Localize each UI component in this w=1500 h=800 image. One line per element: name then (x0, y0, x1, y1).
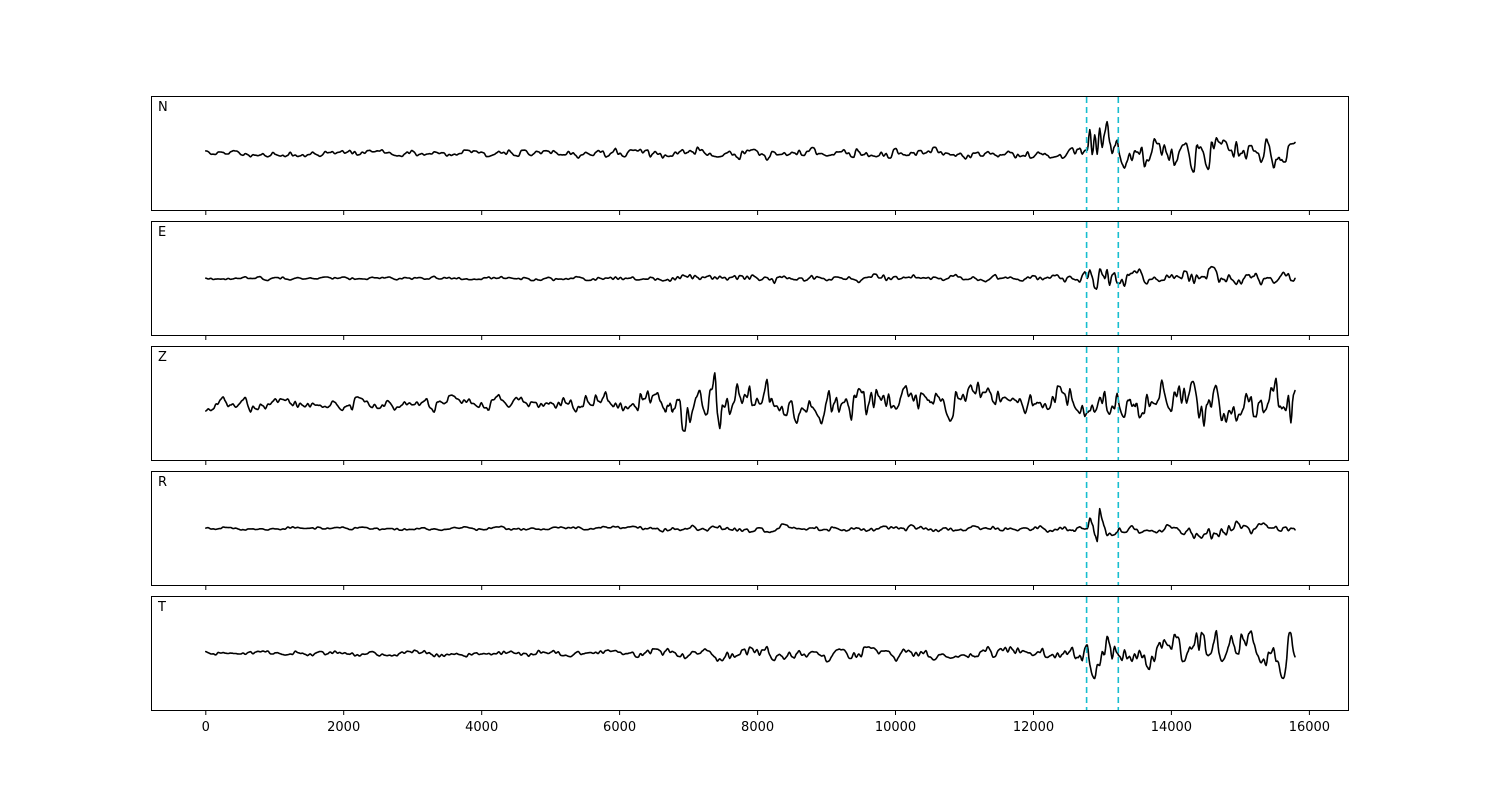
x-tick-label: 10000 (875, 720, 916, 735)
x-tick-label: 0 (202, 720, 210, 735)
x-tick-label: 16000 (1289, 720, 1330, 735)
x-tick-label: 8000 (741, 720, 774, 735)
x-tick-label: 4000 (465, 720, 498, 735)
channel-label-Z: Z (158, 350, 167, 365)
trace-panel-T: T (151, 596, 1349, 711)
x-tick-label: 14000 (1151, 720, 1192, 735)
channel-label-R: R (158, 475, 168, 490)
waveform-plot-Z (205, 347, 1296, 460)
trace-panel-N: N (151, 96, 1349, 211)
trace-panel-R: R (151, 471, 1349, 586)
waveform-plot-T (205, 597, 1296, 710)
waveform-plot-N (205, 97, 1296, 210)
channel-label-N: N (158, 100, 168, 115)
trace-panel-Z: Z (151, 346, 1349, 461)
channel-label-E: E (158, 225, 167, 240)
x-tick-label: 6000 (603, 720, 636, 735)
x-tick-label: 12000 (1013, 720, 1054, 735)
x-tick-label: 2000 (327, 720, 360, 735)
trace-panel-E: E (151, 221, 1349, 336)
channel-label-T: T (158, 600, 166, 615)
waveform-plot-E (205, 222, 1296, 335)
waveform-plot-R (205, 472, 1296, 585)
